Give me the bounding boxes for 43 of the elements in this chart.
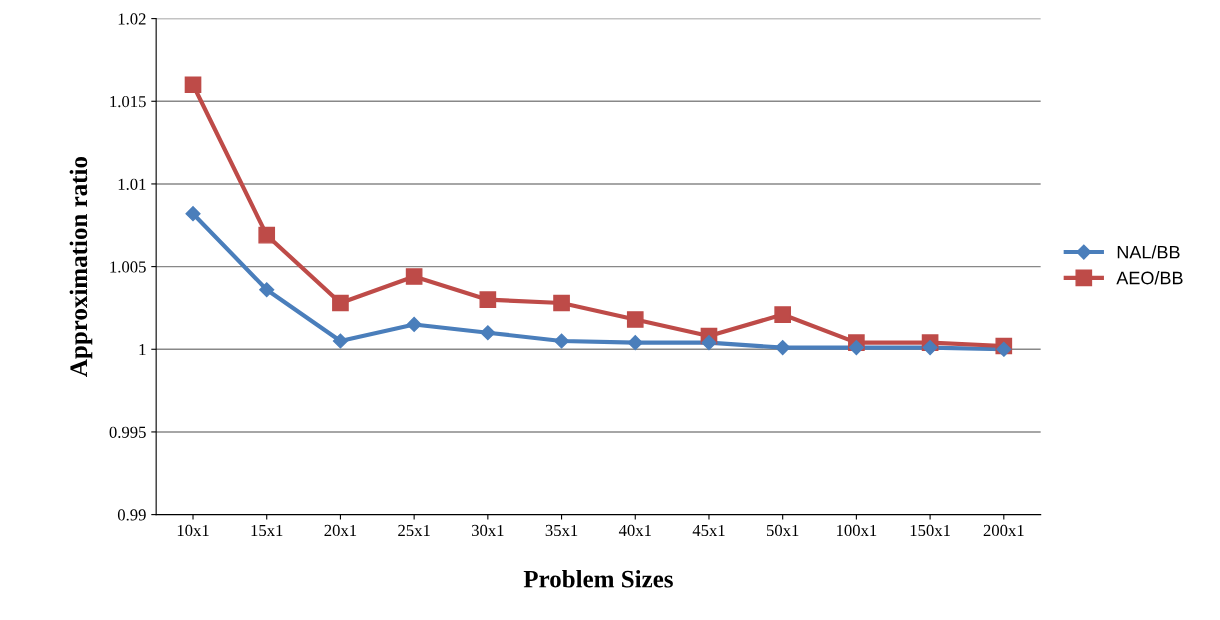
point [258,226,276,244]
x-tick-label: 20x1 [324,524,357,537]
x-tick-label: 10x1 [177,524,209,537]
x-tick-label: 150x1 [910,524,950,537]
point [479,291,497,309]
point [259,282,275,298]
point [701,335,717,351]
point [185,206,201,222]
y-tick-label: 1.005 [110,261,146,273]
point [480,325,496,341]
point [922,340,938,356]
point [996,341,1012,357]
x-tick-label: 15x1 [251,524,283,537]
y-tick-label: 1 [139,344,146,356]
point [406,316,422,333]
y-tick-label: 1.02 [118,13,146,25]
x-tick-label: 35x1 [545,524,578,537]
x-tick-label: 50x1 [766,524,799,537]
x-tick-label: 30x1 [471,524,504,537]
x-tick-label: 25x1 [398,524,430,537]
x-axis-title: Problem Sizes [523,569,673,588]
legend-label: NAL/BB [1117,245,1180,259]
point [184,76,202,94]
point [774,306,792,323]
y-tick-label: 0.995 [109,426,146,438]
legend-label: AEO/BB [1116,271,1183,285]
point [553,294,570,312]
x-tick-label: 40x1 [618,524,651,537]
point [626,311,644,328]
x-tick-label: 100x1 [837,524,877,537]
point [553,333,570,349]
y-tick-label: 1.015 [110,95,146,108]
y-tick-label: 0.99 [117,509,146,521]
y-tick-label: 1.01 [118,178,146,190]
x-tick-label: 200x1 [983,524,1024,537]
point [405,268,423,285]
y-axis-title: Approximation ratio [69,157,93,377]
point [627,335,643,351]
point [332,294,349,312]
point [848,340,864,356]
x-tick-label: 45x1 [692,524,725,537]
point [775,340,791,356]
point [332,333,349,349]
